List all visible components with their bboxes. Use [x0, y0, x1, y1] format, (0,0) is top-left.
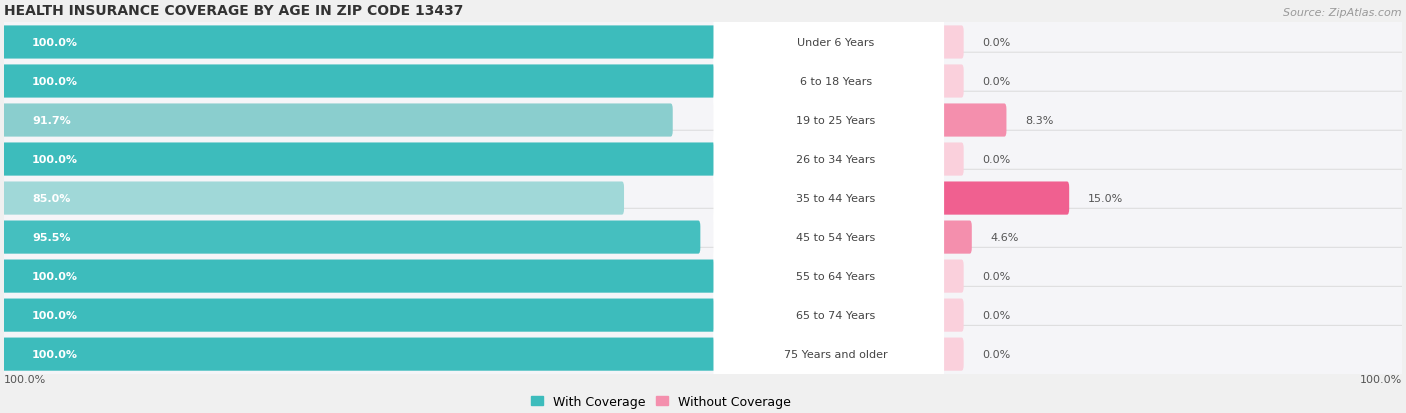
Text: 95.5%: 95.5% — [32, 233, 70, 242]
FancyBboxPatch shape — [1, 338, 733, 371]
Text: 100.0%: 100.0% — [4, 374, 46, 384]
FancyBboxPatch shape — [1, 143, 733, 176]
FancyBboxPatch shape — [925, 104, 1007, 137]
Text: 0.0%: 0.0% — [983, 349, 1011, 359]
Text: 35 to 44 Years: 35 to 44 Years — [796, 194, 876, 204]
Text: 45 to 54 Years: 45 to 54 Years — [796, 233, 876, 242]
FancyBboxPatch shape — [713, 325, 943, 383]
FancyBboxPatch shape — [925, 182, 1069, 215]
Text: HEALTH INSURANCE COVERAGE BY AGE IN ZIP CODE 13437: HEALTH INSURANCE COVERAGE BY AGE IN ZIP … — [4, 4, 464, 18]
Text: 6 to 18 Years: 6 to 18 Years — [800, 77, 872, 87]
FancyBboxPatch shape — [713, 14, 943, 72]
FancyBboxPatch shape — [1, 260, 733, 293]
FancyBboxPatch shape — [0, 53, 1406, 111]
FancyBboxPatch shape — [925, 260, 963, 293]
FancyBboxPatch shape — [713, 170, 943, 228]
Text: Source: ZipAtlas.com: Source: ZipAtlas.com — [1284, 7, 1402, 18]
FancyBboxPatch shape — [1, 299, 733, 332]
FancyBboxPatch shape — [713, 209, 943, 266]
Text: 26 to 34 Years: 26 to 34 Years — [796, 154, 876, 165]
Text: 100.0%: 100.0% — [32, 154, 79, 165]
FancyBboxPatch shape — [925, 221, 972, 254]
FancyBboxPatch shape — [713, 131, 943, 189]
FancyBboxPatch shape — [713, 286, 943, 344]
FancyBboxPatch shape — [713, 247, 943, 306]
FancyBboxPatch shape — [0, 325, 1406, 383]
Text: 65 to 74 Years: 65 to 74 Years — [796, 310, 876, 320]
FancyBboxPatch shape — [925, 143, 963, 176]
Text: 100.0%: 100.0% — [32, 310, 79, 320]
Text: 85.0%: 85.0% — [32, 194, 70, 204]
Text: 0.0%: 0.0% — [983, 77, 1011, 87]
FancyBboxPatch shape — [0, 170, 1406, 228]
Text: 0.0%: 0.0% — [983, 310, 1011, 320]
FancyBboxPatch shape — [925, 299, 963, 332]
FancyBboxPatch shape — [1, 104, 672, 137]
FancyBboxPatch shape — [1, 65, 733, 98]
FancyBboxPatch shape — [713, 92, 943, 150]
Text: Under 6 Years: Under 6 Years — [797, 38, 875, 48]
FancyBboxPatch shape — [1, 182, 624, 215]
Text: 19 to 25 Years: 19 to 25 Years — [796, 116, 876, 126]
Text: 4.6%: 4.6% — [991, 233, 1019, 242]
FancyBboxPatch shape — [1, 221, 700, 254]
FancyBboxPatch shape — [0, 287, 1406, 344]
FancyBboxPatch shape — [0, 131, 1406, 188]
Text: 100.0%: 100.0% — [32, 349, 79, 359]
Text: 100.0%: 100.0% — [1360, 374, 1402, 384]
Text: 55 to 64 Years: 55 to 64 Years — [796, 271, 876, 281]
Legend: With Coverage, Without Coverage: With Coverage, Without Coverage — [526, 390, 796, 413]
FancyBboxPatch shape — [0, 14, 1406, 72]
Text: 100.0%: 100.0% — [32, 77, 79, 87]
Text: 91.7%: 91.7% — [32, 116, 70, 126]
Text: 75 Years and older: 75 Years and older — [785, 349, 887, 359]
Text: 0.0%: 0.0% — [983, 271, 1011, 281]
FancyBboxPatch shape — [1, 26, 733, 59]
FancyBboxPatch shape — [0, 209, 1406, 266]
FancyBboxPatch shape — [0, 248, 1406, 305]
FancyBboxPatch shape — [925, 26, 963, 59]
Text: 0.0%: 0.0% — [983, 154, 1011, 165]
Text: 100.0%: 100.0% — [32, 38, 79, 48]
FancyBboxPatch shape — [925, 338, 963, 371]
FancyBboxPatch shape — [713, 53, 943, 111]
Text: 8.3%: 8.3% — [1025, 116, 1053, 126]
Text: 100.0%: 100.0% — [32, 271, 79, 281]
Text: 15.0%: 15.0% — [1088, 194, 1123, 204]
FancyBboxPatch shape — [925, 65, 963, 98]
FancyBboxPatch shape — [0, 92, 1406, 150]
Text: 0.0%: 0.0% — [983, 38, 1011, 48]
